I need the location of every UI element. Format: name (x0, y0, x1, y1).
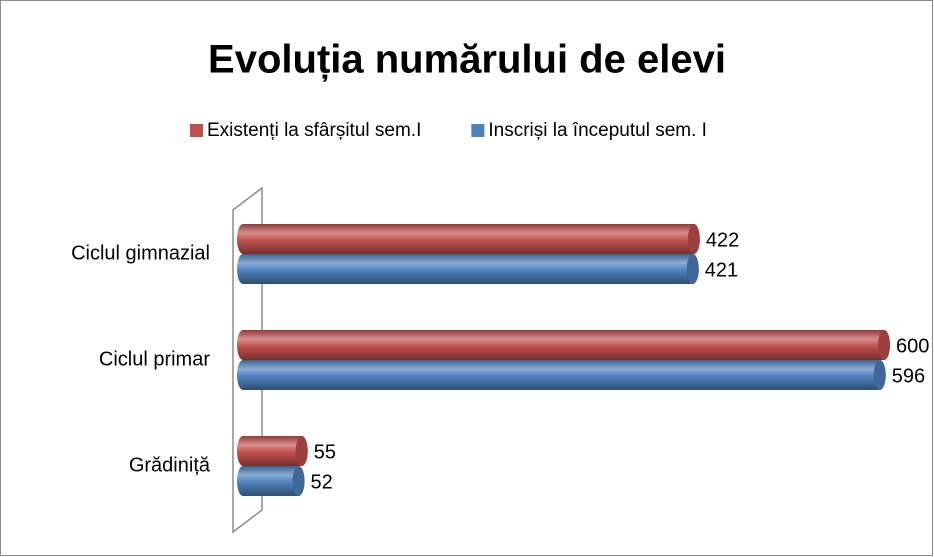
data-label: 422 (706, 229, 739, 251)
bar (237, 436, 308, 466)
y-tick-label: Ciclul primar (99, 348, 210, 370)
chart-title: Evoluția numărului de elevi (208, 38, 726, 82)
bar-cap (295, 436, 308, 466)
bar (237, 254, 699, 284)
legend-label: Existenți la sfârșitul sem.I (207, 120, 421, 141)
data-label: 600 (896, 335, 929, 357)
bar (237, 224, 700, 254)
bar-cap (292, 466, 305, 496)
legend-label: Inscriși la începutul sem. I (488, 120, 707, 141)
bar-cap (878, 330, 890, 360)
bar-cap (687, 224, 700, 254)
legend-swatch (471, 124, 485, 137)
bar (237, 330, 890, 360)
bar (237, 360, 886, 390)
bar (237, 466, 305, 496)
data-label: 421 (705, 259, 738, 281)
legend-swatch (190, 124, 203, 137)
bar-cap (686, 254, 699, 284)
data-label: 596 (892, 365, 925, 387)
data-label: 52 (311, 471, 333, 493)
y-tick-label: Grădiniță (129, 454, 211, 476)
bar-cap (873, 360, 886, 390)
data-label: 55 (314, 441, 336, 463)
y-tick-label: Ciclul gimnazial (71, 242, 210, 264)
